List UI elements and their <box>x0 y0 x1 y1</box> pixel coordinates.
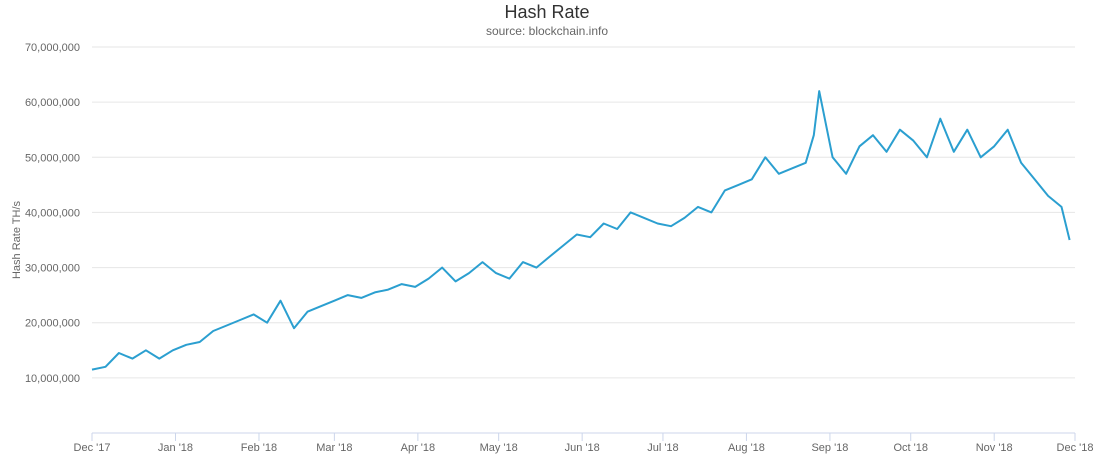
x-tick-label: Nov '18 <box>976 442 1013 454</box>
y-tick-label: 20,000,000 <box>25 318 80 330</box>
x-tick-label: Jan '18 <box>158 442 193 454</box>
y-tick-label: 60,000,000 <box>25 97 80 109</box>
x-tick-label: Dec '17 <box>74 442 111 454</box>
x-tick-label: May '18 <box>480 442 518 454</box>
y-tick-label: 50,000,000 <box>25 152 80 164</box>
y-tick-label: 40,000,000 <box>25 207 80 219</box>
chart-title: Hash Rate <box>504 2 590 22</box>
x-tick-label: Dec '18 <box>1057 442 1094 454</box>
x-tick-label: Apr '18 <box>401 442 436 454</box>
x-tick-label: Mar '18 <box>316 442 352 454</box>
y-axis-label: Hash Rate TH/s <box>11 200 23 279</box>
x-tick-label: Sep '18 <box>811 442 848 454</box>
series-line <box>91 90 1071 371</box>
chart-subtitle: source: blockchain.info <box>485 24 609 38</box>
x-tick-label: Oct '18 <box>893 442 928 454</box>
x-tick-label: Jun '18 <box>565 442 600 454</box>
x-tick-label: Feb '18 <box>241 442 277 454</box>
y-tick-label: 10,000,000 <box>25 373 80 385</box>
y-tick-label: 30,000,000 <box>25 263 80 275</box>
x-tick-label: Aug '18 <box>728 442 765 454</box>
y-tick-label: 70,000,000 <box>25 42 80 54</box>
x-tick-label: Jul '18 <box>647 442 678 454</box>
